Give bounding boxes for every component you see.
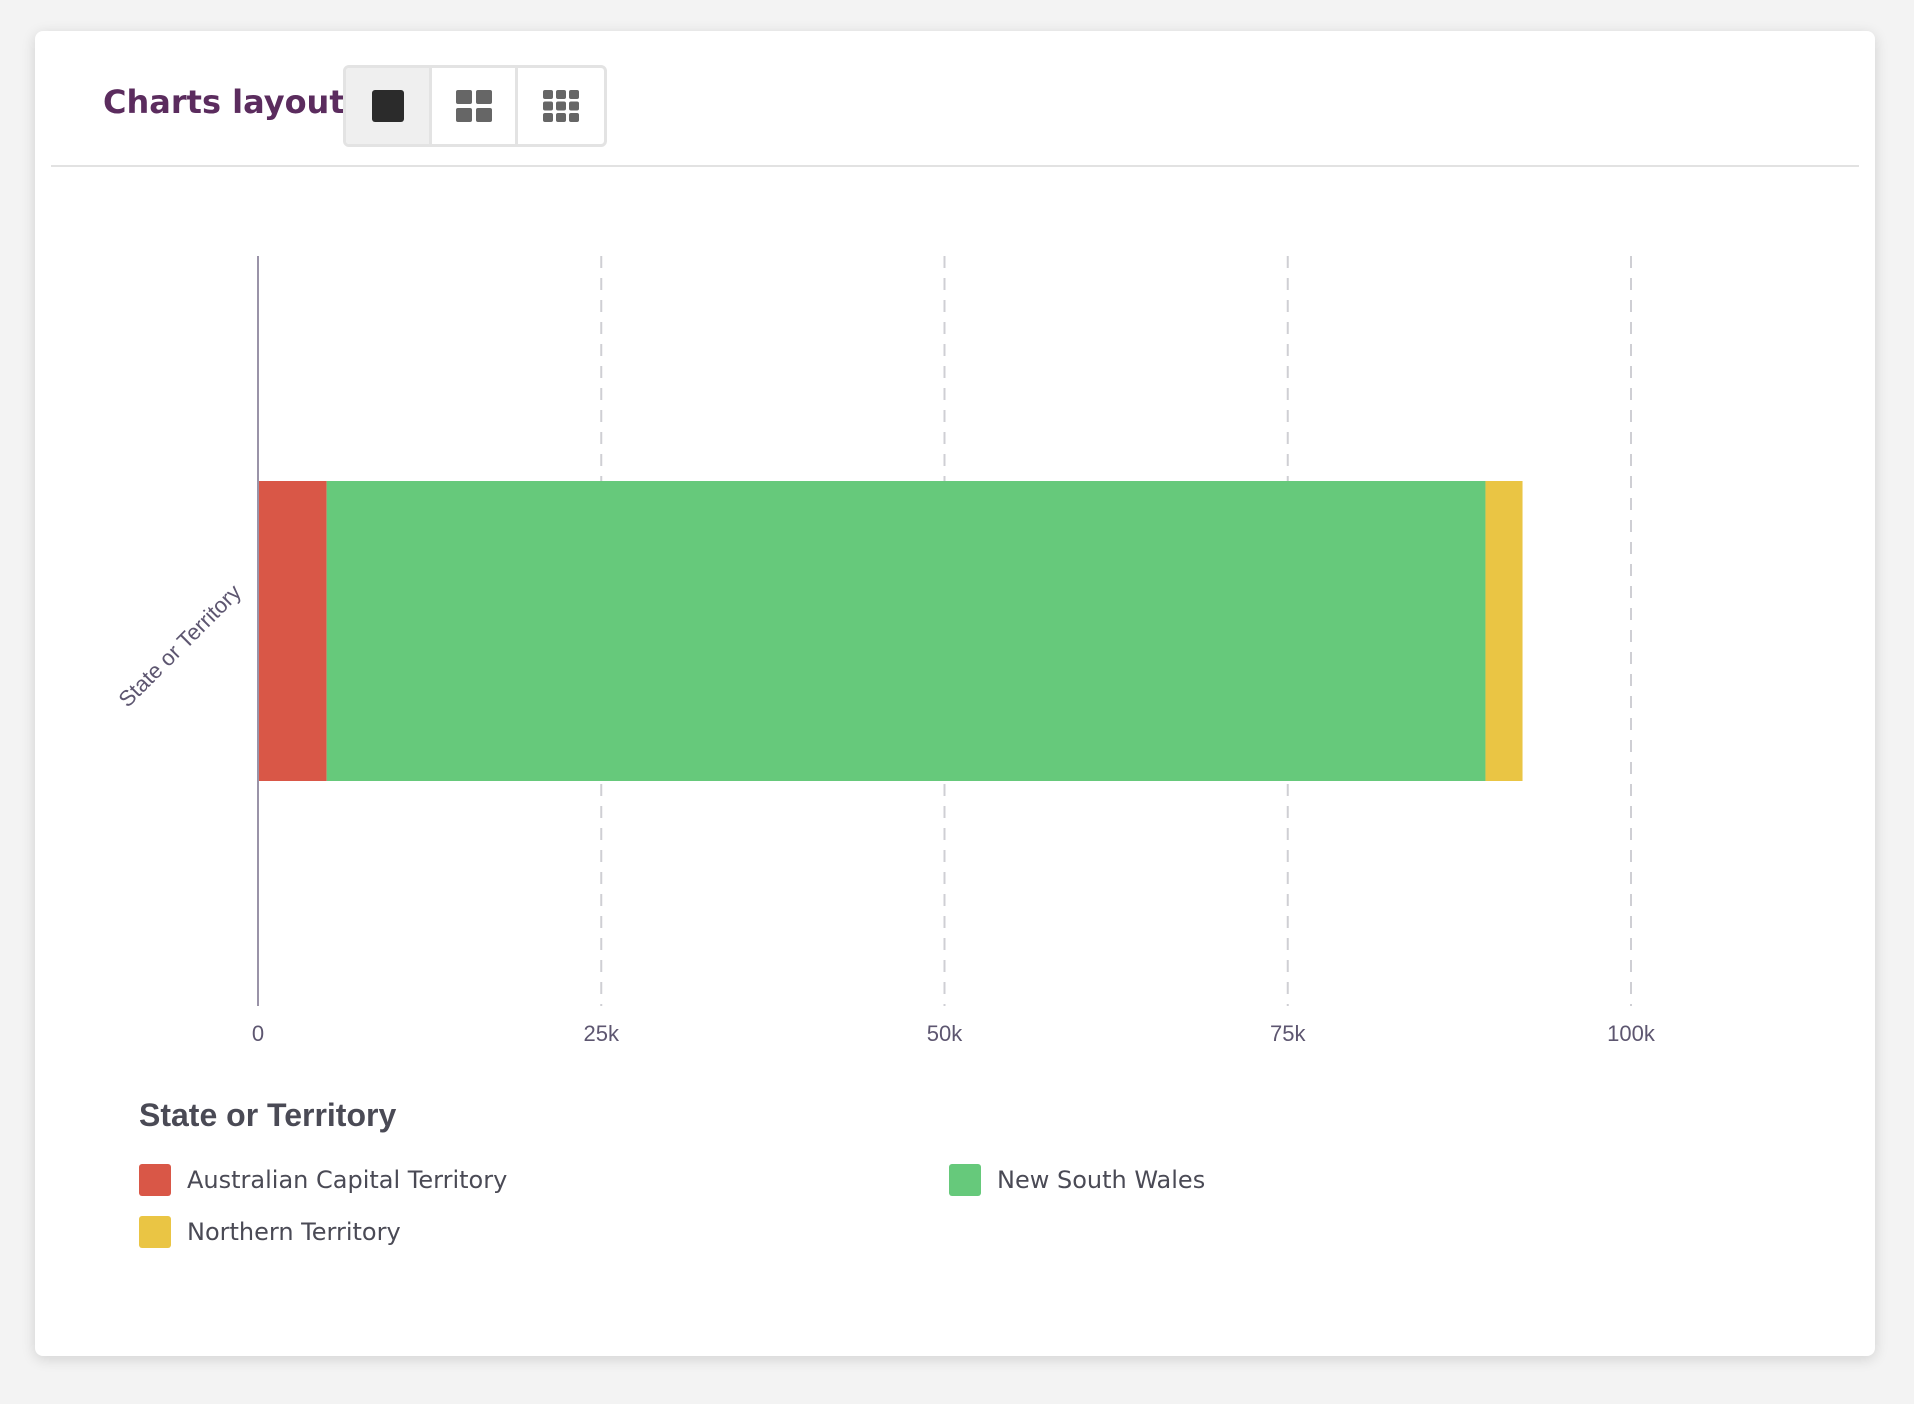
legend-item-new-south-wales[interactable]: New South Wales [949,1164,1205,1196]
y-axis-label: State or Territory [114,580,246,712]
legend-item-northern-territory[interactable]: Northern Territory [139,1216,401,1248]
x-tick-label: 100k [1607,1021,1656,1046]
x-tick-label: 25k [584,1021,620,1046]
legend-swatch [139,1164,171,1196]
single-square-icon [371,90,404,122]
legend-swatch [949,1164,981,1196]
x-tick-label: 0 [252,1021,264,1046]
layout-button-group [343,65,607,147]
grid-3x3-icon [543,90,579,122]
x-tick-label: 75k [1270,1021,1306,1046]
chart-card: Charts layout: [35,31,1875,1356]
layout-3x3-button[interactable] [518,68,604,144]
bar-segments [258,481,1523,781]
bar-segment-northern-territory[interactable] [1485,481,1523,781]
grid-2x2-icon [455,90,492,122]
legend-label: Northern Territory [187,1218,401,1246]
layout-1x1-button[interactable] [346,68,432,144]
x-axis-ticks: 0 25k 50k 75k 100k [252,1021,1656,1046]
legend-swatch [139,1216,171,1248]
stacked-bar-chart: 0 25k 50k 75k 100k State or Territory [114,256,1656,1046]
bar-segment-new-south-wales[interactable] [326,481,1486,781]
x-tick-label: 50k [927,1021,963,1046]
bar-segment-australian-capital-territory[interactable] [258,481,327,781]
legend-label: Australian Capital Territory [187,1166,508,1194]
layout-2x2-button[interactable] [432,68,518,144]
legend-title: State or Territory [139,1097,397,1133]
legend-label: New South Wales [997,1166,1206,1194]
charts-layout-label: Charts layout: [103,83,358,121]
legend-item-australian-capital-territory[interactable]: Australian Capital Territory [139,1164,507,1196]
charts-layout-toolbar: Charts layout: [51,31,1859,167]
